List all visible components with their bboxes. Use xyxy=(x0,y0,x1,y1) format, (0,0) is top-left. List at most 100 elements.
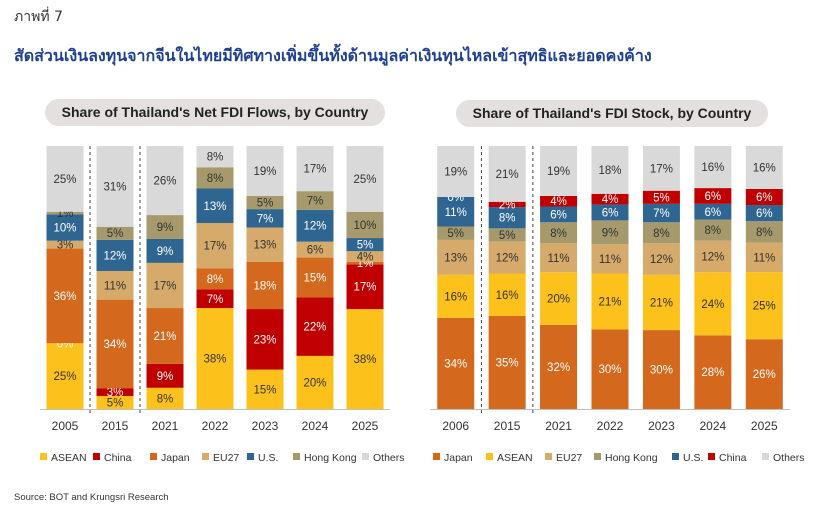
bar-segment-hong-kong-2005 xyxy=(46,211,84,215)
data-label: 3% xyxy=(57,240,74,252)
data-label: 13% xyxy=(253,240,276,252)
data-label: 12% xyxy=(701,251,724,263)
data-label: 6% xyxy=(602,207,619,219)
bar-segment-asean-2022 xyxy=(196,308,234,409)
data-label: 6% xyxy=(756,208,773,220)
x-tick-label: 2025 xyxy=(352,419,379,433)
x-tick-label: 2022 xyxy=(597,419,624,433)
bar-segment-japan-2022 xyxy=(591,329,629,409)
data-label: 21% xyxy=(598,296,621,308)
bar-segment-japan-2025 xyxy=(745,339,783,409)
legend-label: U.S. xyxy=(683,452,703,464)
data-label: 25% xyxy=(53,174,76,186)
data-label: 12% xyxy=(496,253,519,265)
data-label: 7% xyxy=(307,195,324,207)
data-label: 18% xyxy=(598,165,621,177)
legend-label: ASEAN xyxy=(497,452,533,464)
bar-segment-japan-2015 xyxy=(96,299,134,389)
bar-segment-asean-2025 xyxy=(745,272,783,340)
data-label: 5% xyxy=(257,198,274,210)
fdi-stock-chart: 34%16%13%5%11%0%19%200635%16%12%5%8%2%21… xyxy=(430,146,805,464)
data-label: 9% xyxy=(157,371,174,383)
data-label: 17% xyxy=(203,241,226,253)
data-label: 30% xyxy=(598,364,621,376)
legend-swatch xyxy=(433,453,440,460)
legend-swatch xyxy=(486,453,493,460)
bar-segment-china-2022 xyxy=(196,289,234,309)
legend-label: ASEAN xyxy=(51,452,87,464)
data-label: 6% xyxy=(307,245,324,257)
bar-segment-others-2023 xyxy=(642,146,680,191)
bar-segment-asean-2023 xyxy=(246,369,284,409)
data-label: 23% xyxy=(253,334,276,346)
x-tick-label: 2006 xyxy=(442,419,469,433)
bar-segment-others-2005 xyxy=(46,146,84,212)
bar-segment-asean-2006 xyxy=(437,274,475,318)
data-label: 5% xyxy=(107,397,124,409)
data-label: 16% xyxy=(496,290,519,302)
bar-segment-china-2023 xyxy=(642,190,680,204)
x-tick-label: 2025 xyxy=(751,419,778,433)
bar-segment-others-2021 xyxy=(540,146,578,196)
bar-segment-china-2021 xyxy=(146,363,184,388)
data-label: 21% xyxy=(153,331,176,343)
bar-segment-u-s--2023 xyxy=(246,209,284,228)
x-tick-label: 2005 xyxy=(52,419,79,433)
data-label: 18% xyxy=(253,280,276,292)
data-label: 5% xyxy=(499,230,516,242)
bar-segment-japan-2025 xyxy=(346,261,384,265)
bar-segment-others-2023 xyxy=(246,146,284,196)
bar-segment-hong-kong-2006 xyxy=(437,226,475,240)
x-tick-label: 2023 xyxy=(648,419,675,433)
data-label: 28% xyxy=(701,367,724,379)
data-label: 5% xyxy=(107,228,124,240)
bar-segment-japan-2024 xyxy=(296,257,334,298)
x-tick-label: 2023 xyxy=(252,419,279,433)
data-label: 17% xyxy=(650,163,673,175)
bar-segment-asean-2021 xyxy=(540,272,578,325)
data-label: 15% xyxy=(303,273,326,285)
bar-segment-japan-2024 xyxy=(694,335,732,409)
bar-segment-u-s--2022 xyxy=(591,204,629,221)
data-label: 36% xyxy=(53,291,76,303)
data-label: 7% xyxy=(207,294,224,306)
bar-segment-hong-kong-2025 xyxy=(745,221,783,243)
bar-segment-others-2025 xyxy=(745,146,783,189)
data-label: 9% xyxy=(157,246,174,258)
data-label: 16% xyxy=(753,162,776,174)
data-label: 8% xyxy=(207,152,224,164)
bar-segment-eu27-2025 xyxy=(346,251,384,262)
data-label: 17% xyxy=(303,164,326,176)
x-tick-label: 2021 xyxy=(152,419,179,433)
bar-segment-eu27-2015 xyxy=(488,241,526,274)
legend-swatch xyxy=(362,453,369,460)
bar-segment-u-s--2021 xyxy=(146,238,184,263)
data-label: 20% xyxy=(303,377,326,389)
bar-segment-china-2024 xyxy=(694,188,732,204)
legend-swatch xyxy=(247,453,254,460)
data-label: 25% xyxy=(753,301,776,313)
net-fdi-flows-chart: 25%0%36%3%10%1%25%20055%3%34%11%12%5%31%… xyxy=(40,146,405,464)
bar-segment-hong-kong-2021 xyxy=(146,215,184,239)
data-label: 5% xyxy=(653,192,670,204)
bar-segment-japan-2023 xyxy=(246,261,284,310)
legend-label: Japan xyxy=(161,452,190,464)
bar-segment-u-s--2024 xyxy=(694,203,732,220)
data-label: 21% xyxy=(650,297,673,309)
data-label: 25% xyxy=(53,371,76,383)
legend-swatch xyxy=(93,453,100,460)
data-label: 8% xyxy=(705,225,722,237)
data-label: 6% xyxy=(705,207,722,219)
bar-segment-asean-2005 xyxy=(46,343,84,409)
x-tick-label: 2022 xyxy=(202,419,229,433)
data-label: 32% xyxy=(547,362,570,374)
bar-segment-u-s--2021 xyxy=(540,206,578,223)
data-label: 11% xyxy=(599,254,621,266)
data-label: 5% xyxy=(357,240,374,252)
bar-segment-others-2021 xyxy=(146,146,184,216)
bar-segment-japan-2023 xyxy=(642,330,680,409)
bar-segment-u-s--2025 xyxy=(745,205,783,222)
data-label: 19% xyxy=(253,166,276,178)
legend-label: EU27 xyxy=(556,452,582,464)
